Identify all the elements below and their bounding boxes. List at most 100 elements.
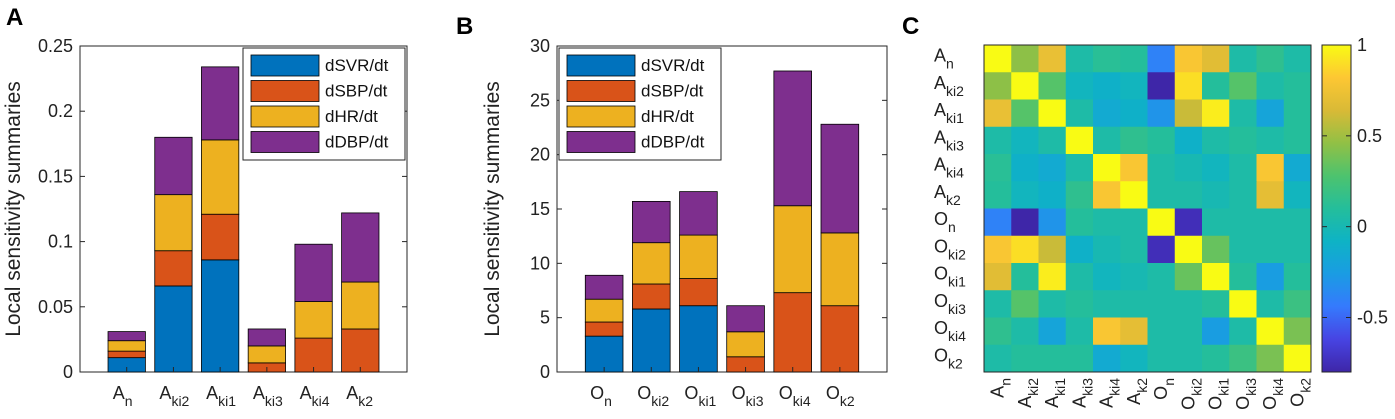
panel-b-bar-segment: [632, 200, 671, 244]
heatmap-col-label: An: [988, 378, 1014, 398]
heatmap-row-label-sub: k2: [948, 355, 963, 371]
panel-b-xtick-label: On: [590, 383, 612, 409]
heatmap-col-label-base: O: [1287, 393, 1307, 407]
heatmap-cell: [1038, 154, 1067, 182]
heatmap-cell: [1093, 126, 1121, 155]
panel-a-xtick-label-sub: n: [125, 393, 133, 409]
heatmap-cell: [1011, 154, 1039, 182]
heatmap-col-label-sub: ki4: [1270, 378, 1286, 396]
panel-b-xtick-label: Oki2: [637, 383, 669, 409]
heatmap-col-label-sub: n: [998, 378, 1014, 386]
panel-b-legend-label: dHR/dt: [641, 107, 694, 126]
heatmap-col-label: Ak2: [1124, 378, 1150, 405]
panel-b-ylabel: Local sensitivity summaries: [481, 81, 504, 337]
heatmap-cell: [1120, 126, 1148, 155]
panel-b-legend-swatch: [566, 105, 636, 128]
heatmap-row-label-sub: k2: [946, 192, 961, 208]
panel-b-bar-segment: [726, 331, 765, 358]
panel-b-legend-swatch: [566, 54, 636, 77]
panel-b-xtick-label-base: O: [684, 383, 698, 403]
heatmap-cell: [1120, 235, 1148, 264]
panel-a-xtick-label-sub: ki2: [171, 393, 189, 409]
heatmap-col-label-base: O: [1233, 396, 1253, 410]
panel-b-legend-label: dSBP/dt: [641, 82, 704, 101]
heatmap-cell: [1011, 72, 1039, 100]
heatmap-col-label: Aki4: [1097, 378, 1123, 408]
heatmap-col-label-base: O: [1206, 396, 1226, 410]
heatmap-cell: [984, 344, 1012, 373]
heatmap-row-label-sub: ki1: [946, 110, 964, 126]
heatmap-row-label-base: A: [934, 182, 946, 202]
panel-label-a: A: [6, 4, 23, 31]
heatmap-cell: [984, 154, 1012, 182]
heatmap-col-label: Aki2: [1015, 378, 1041, 408]
heatmap-cell: [1065, 263, 1094, 291]
heatmap-row-label: Aki2: [934, 73, 964, 99]
heatmap-col-label: Ok2: [1287, 378, 1313, 407]
panel-a-xtick-label: Aki3: [253, 383, 283, 409]
panel-a-bar-segment: [154, 194, 193, 252]
heatmap-cell: [1093, 290, 1121, 318]
panel-b-bar-segment: [679, 191, 718, 236]
heatmap-cell: [1120, 263, 1148, 291]
panel-c-heatmap: AnAki2Aki1Aki3Aki4Ak2OnOki2Oki1Oki3Oki4O…: [934, 35, 1388, 410]
heatmap-cell: [1147, 126, 1176, 155]
panel-a-xtick-label: Aki1: [206, 383, 236, 409]
heatmap-col-label-base: O: [1260, 396, 1280, 410]
heatmap-cell: [1283, 344, 1312, 373]
heatmap-cell: [1011, 263, 1039, 291]
panel-a-bar-segment: [107, 340, 146, 352]
heatmap-cell: [984, 290, 1012, 318]
panel-a-xtick-label-sub: ki4: [312, 393, 330, 409]
heatmap-cell: [1147, 208, 1176, 237]
colorbar-tick-label: 1: [1357, 35, 1367, 55]
panel-b-xtick-label: Oki1: [684, 383, 716, 409]
panel-a-bar-segment: [154, 250, 193, 287]
heatmap-row-label: Oki1: [934, 264, 966, 290]
heatmap-cell: [1174, 208, 1203, 237]
panel-b-xtick-label-sub: ki3: [746, 393, 764, 409]
heatmap-cell: [1038, 208, 1067, 237]
heatmap-cell: [1038, 344, 1067, 373]
heatmap-cell: [984, 317, 1012, 346]
panel-a-xtick-label-base: A: [206, 383, 218, 403]
heatmap-col-label: Oki4: [1260, 378, 1286, 410]
panel-b-legend-label: dDBP/dt: [641, 133, 705, 152]
heatmap-cell: [1174, 290, 1203, 318]
heatmap-cell: [1174, 72, 1203, 100]
heatmap-cell: [1256, 208, 1285, 237]
heatmap-cell: [1229, 181, 1257, 209]
panel-b-xtick-label-sub: ki4: [793, 393, 811, 409]
heatmap-cell: [1256, 317, 1285, 346]
heatmap-col-label-sub: k2: [1134, 378, 1150, 393]
heatmap-row-label-base: O: [934, 209, 948, 229]
heatmap-cell: [1283, 263, 1312, 291]
panel-a-xtick-label-sub: k2: [358, 393, 373, 409]
heatmap-cell: [1202, 290, 1230, 318]
heatmap-cell: [1283, 99, 1312, 128]
panel-b-ytick-label: 30: [530, 36, 550, 56]
panel-a-xtick-label: An: [113, 383, 133, 409]
heatmap-row-label-base: O: [934, 345, 948, 365]
heatmap-cell: [1011, 290, 1039, 318]
panel-b-bar-segment: [584, 321, 624, 337]
heatmap-cell: [1229, 290, 1257, 318]
heatmap-cell: [1256, 344, 1285, 373]
heatmap-col-label-base: A: [1069, 396, 1089, 408]
heatmap-cell: [1256, 45, 1285, 73]
heatmap-cell: [1147, 181, 1176, 209]
panel-b-xtick-label-sub: ki1: [698, 393, 716, 409]
heatmap-cell: [1202, 126, 1230, 155]
heatmap-cell: [1174, 126, 1203, 155]
heatmap-cell: [1093, 99, 1121, 128]
panel-b-bar-segment: [820, 123, 860, 234]
heatmap-cell: [1202, 344, 1230, 373]
heatmap-cell: [1093, 181, 1121, 209]
heatmap-cell: [1093, 263, 1121, 291]
panel-b-bar-segment: [679, 278, 718, 307]
heatmap-col-label-base: A: [1097, 396, 1117, 408]
heatmap-cell: [1011, 317, 1039, 346]
heatmap-cell: [1147, 154, 1176, 182]
heatmap-row-label: Aki1: [934, 100, 964, 126]
